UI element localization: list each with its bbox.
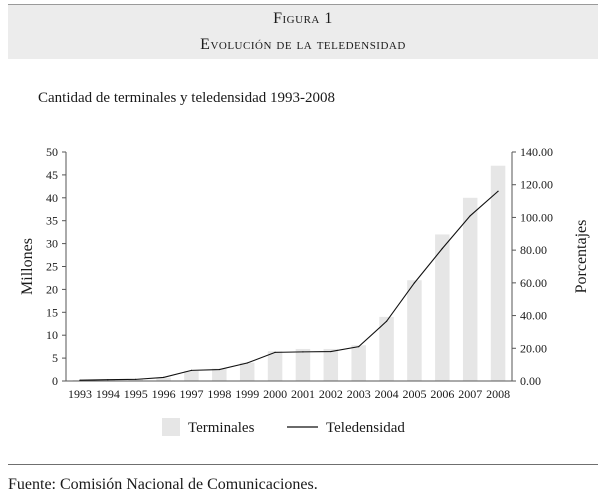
right-tick-label: 20.00: [520, 341, 547, 355]
point-teledensidad-2008: [497, 190, 499, 192]
y-axis-title-left: Millones: [19, 238, 36, 295]
bar-terminales-1999: [239, 362, 255, 381]
x-tick-label-2004: 2004: [375, 387, 399, 401]
right-tick-label: 80.00: [520, 243, 547, 257]
left-tick-label: 20: [46, 282, 58, 296]
figure-title: Figura 1: [273, 10, 333, 27]
left-tick-label: 30: [46, 237, 58, 251]
point-teledensidad-2006: [441, 247, 443, 250]
bar-terminales-1996: [156, 377, 171, 381]
point-teledensidad-1995: [135, 378, 137, 380]
right-tick-label: 140.00: [520, 145, 553, 159]
x-tick-label-2006: 2006: [430, 387, 454, 401]
figure-header: [8, 4, 598, 59]
left-tick-label: 35: [46, 214, 58, 228]
bar-terminales-2002: [323, 348, 339, 381]
left-tick-label: 10: [46, 328, 58, 342]
point-teledensidad-2000: [274, 351, 276, 353]
legend-label-terminales: Terminales: [188, 420, 255, 436]
bar-terminales-1995: [128, 379, 143, 381]
x-tick-label-1999: 1999: [235, 387, 259, 401]
source-note: Fuente: Comisión Nacional de Comunicacio…: [8, 476, 318, 493]
point-teledensidad-2005: [413, 282, 416, 284]
x-tick-label-1994: 1994: [96, 387, 120, 401]
x-tick-label-2005: 2005: [402, 387, 426, 401]
bar-terminales-1994: [100, 379, 116, 381]
point-teledensidad-2004: [385, 320, 388, 322]
left-tick-label: 5: [52, 351, 58, 365]
x-tick-label-1998: 1998: [207, 387, 231, 401]
point-teledensidad-1999: [246, 362, 248, 364]
bar-terminales-2000: [267, 351, 283, 381]
left-tick-label: 40: [46, 191, 58, 205]
x-tick-label-1996: 1996: [152, 387, 176, 401]
x-tick-label-2003: 2003: [347, 387, 371, 401]
figure-subtitle: Evolución de la teledensidad: [200, 36, 406, 53]
bar-terminales-1997: [184, 370, 199, 381]
left-tick-label: 45: [46, 168, 58, 182]
x-tick-label-2002: 2002: [319, 387, 343, 401]
combo-chart: 0 5 10 15 20 25 30 35 40 45 50 0.00 20.00 40.00 60.00 8…: [19, 145, 590, 436]
point-teledensidad-1997: [190, 369, 193, 371]
left-tick-label: 15: [46, 305, 58, 319]
point-teledensidad-2002: [330, 350, 332, 353]
point-teledensidad-1996: [162, 376, 165, 379]
bar-terminales-2001: [295, 348, 311, 381]
right-tick-label: 120.00: [520, 178, 553, 192]
bar-terminales-2003: [351, 345, 366, 381]
x-tick-label-2007: 2007: [458, 387, 482, 401]
bar-terminales-2008: [490, 165, 506, 381]
x-tick-label-2008: 2008: [486, 387, 510, 401]
source-divider: [8, 464, 598, 465]
x-tick-label-1995: 1995: [124, 387, 148, 401]
right-tick-label: 100.00: [520, 210, 553, 224]
point-teledensidad-2007: [469, 215, 471, 217]
point-teledensidad-1994: [107, 379, 109, 381]
point-teledensidad-2001: [302, 351, 304, 353]
legend-swatch-terminales: [162, 418, 180, 436]
x-tick-label-1993: 1993: [68, 387, 92, 401]
x-tick-label-2000: 2000: [263, 387, 287, 401]
left-tick-label: 50: [46, 145, 58, 159]
point-teledensidad-1998: [218, 368, 220, 371]
point-teledensidad-1993: [79, 379, 81, 381]
x-tick-label-1997: 1997: [179, 387, 203, 401]
bar-terminales-2006: [435, 234, 450, 381]
line-teledensidad: [79, 190, 499, 381]
legend-label-teledensidad: Teledensidad: [326, 420, 405, 436]
bar-terminales-2005: [407, 280, 422, 381]
bar-terminales-1998: [212, 368, 227, 381]
x-tick-label-2001: 2001: [291, 387, 315, 401]
bar-terminales-2004: [379, 316, 394, 381]
point-teledensidad-2003: [358, 346, 360, 348]
left-tick-label: 0: [52, 374, 58, 388]
right-tick-label: 0.00: [520, 374, 541, 388]
bar-terminales-2007: [462, 197, 478, 381]
y-axis-title-right: Porcentajes: [573, 220, 590, 294]
left-tick-label: 25: [46, 260, 58, 274]
chart-title: Cantidad de terminales y teledensidad 19…: [38, 90, 336, 106]
right-tick-label: 60.00: [520, 276, 547, 290]
right-tick-label: 40.00: [520, 309, 547, 323]
